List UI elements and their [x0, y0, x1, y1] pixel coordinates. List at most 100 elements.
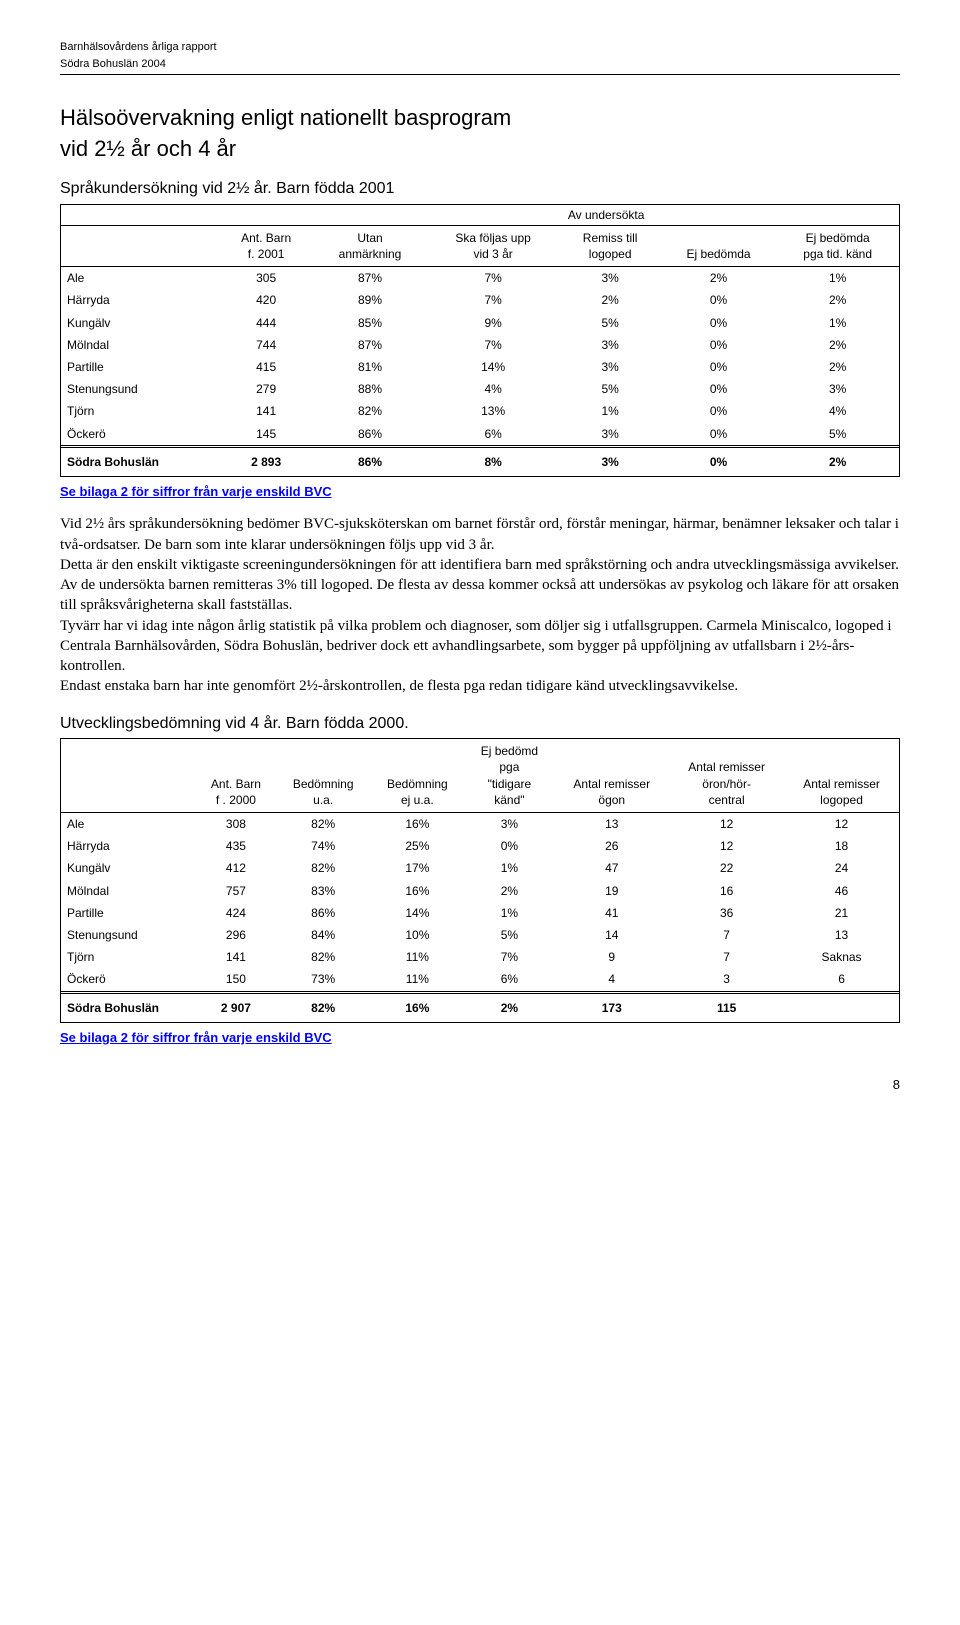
table1-cell: 3% — [560, 423, 661, 447]
header-rule — [60, 74, 900, 75]
doc-header-line1: Barnhälsovårdens årliga rapport — [60, 40, 900, 55]
table1-cell: 4% — [427, 378, 560, 400]
table2-total-cell: 82% — [276, 992, 370, 1022]
table1-col-4: Remiss tilllogoped — [560, 225, 661, 266]
table2-cell: 4 — [554, 968, 669, 992]
table2-cell: 19 — [554, 880, 669, 902]
table1-total: Södra Bohuslän2 89386%8%3%0%2% — [61, 446, 899, 476]
table1-toprow: Av undersökta — [61, 205, 899, 226]
table1-cell: 141 — [219, 400, 313, 422]
table2-cell: 424 — [196, 902, 276, 924]
table2-cell: 757 — [196, 880, 276, 902]
table2-cell: 412 — [196, 857, 276, 879]
body-paragraph: Vid 2½ års språkundersökning bedömer BVC… — [60, 514, 900, 555]
table1-total-cell: Södra Bohuslän — [61, 446, 219, 476]
table2-cell: 24 — [784, 857, 899, 879]
table2-total-cell: 173 — [554, 992, 669, 1022]
table1-row: Öckerö14586%6%3%0%5% — [61, 423, 899, 447]
table2-col-4: Ej bedömdpga"tidigarekänd" — [464, 739, 554, 812]
table2-cell: Kungälv — [61, 857, 196, 879]
table2-cell: 11% — [370, 968, 464, 992]
table1-cell: 305 — [219, 267, 313, 290]
table1-cell: 0% — [661, 289, 777, 311]
body-paragraph: Av de undersökta barnen remitteras 3% ti… — [60, 575, 900, 616]
table2-cell: 5% — [464, 924, 554, 946]
table2-cell: 14% — [370, 902, 464, 924]
table1-cell: 2% — [776, 356, 899, 378]
table1: Av undersökta Ant. Barnf. 2001Utananmärk… — [61, 205, 899, 476]
table1-cell: 7% — [427, 267, 560, 290]
table2-total-cell — [784, 992, 899, 1022]
page-number: 8 — [60, 1076, 900, 1094]
table1-cell: 87% — [313, 334, 426, 356]
table1-cell: 744 — [219, 334, 313, 356]
bilaga-link-2[interactable]: Se bilaga 2 för siffror från varje enski… — [60, 1029, 900, 1047]
table1-row: Ale30587%7%3%2%1% — [61, 267, 899, 290]
body-paragraph: Tyvärr har vi idag inte någon årlig stat… — [60, 616, 900, 677]
table2-total-cell: 16% — [370, 992, 464, 1022]
table1-cell: 13% — [427, 400, 560, 422]
table1-cell: 145 — [219, 423, 313, 447]
page-title-line2: vid 2½ år och 4 år — [60, 134, 900, 164]
table1-row: Stenungsund27988%4%5%0%3% — [61, 378, 899, 400]
table1-cell: Stenungsund — [61, 378, 219, 400]
table2-col-0 — [61, 739, 196, 812]
table2-cell: Stenungsund — [61, 924, 196, 946]
section1-title: Språkundersökning vid 2½ år. Barn födda … — [60, 178, 900, 200]
table1-col-2: Utananmärkning — [313, 225, 426, 266]
table1-row: Härryda42089%7%2%0%2% — [61, 289, 899, 311]
table1-cell: Öckerö — [61, 423, 219, 447]
table1-cell: 82% — [313, 400, 426, 422]
table1-av-undersokta: Av undersökta — [313, 205, 899, 226]
table2-cell: 16 — [669, 880, 784, 902]
table2-cell: 16% — [370, 813, 464, 836]
table1-cell: 3% — [560, 356, 661, 378]
table1-cell: 444 — [219, 312, 313, 334]
table2-cell: 141 — [196, 946, 276, 968]
table2-cell: 308 — [196, 813, 276, 836]
table2-cell: 46 — [784, 880, 899, 902]
table2-cell: 1% — [464, 902, 554, 924]
table1-cell: 0% — [661, 400, 777, 422]
doc-header-line2: Södra Bohuslän 2004 — [60, 57, 900, 72]
table1-total-cell: 0% — [661, 446, 777, 476]
table1-cell: 9% — [427, 312, 560, 334]
table1-col-0 — [61, 225, 219, 266]
table2-row: Partille42486%14%1%413621 — [61, 902, 899, 924]
table1-col-6: Ej bedömdapga tid. känd — [776, 225, 899, 266]
table1-cell: 5% — [560, 378, 661, 400]
table1-cell: 420 — [219, 289, 313, 311]
table2-col-3: Bedömningej u.a. — [370, 739, 464, 812]
table1-wrapper: Av undersökta Ant. Barnf. 2001Utananmärk… — [60, 204, 900, 477]
table2-cell: 21 — [784, 902, 899, 924]
table1-cell: 87% — [313, 267, 426, 290]
table1-cell: 0% — [661, 356, 777, 378]
table2-cell: 12 — [669, 813, 784, 836]
table1-total-cell: 3% — [560, 446, 661, 476]
table1-cell: 88% — [313, 378, 426, 400]
table2-cell: 82% — [276, 813, 370, 836]
table1-cell: 6% — [427, 423, 560, 447]
table1-row: Partille41581%14%3%0%2% — [61, 356, 899, 378]
table2-cell: 47 — [554, 857, 669, 879]
body-text: Vid 2½ års språkundersökning bedömer BVC… — [60, 514, 900, 696]
table1-cell: 81% — [313, 356, 426, 378]
table1-cell: Tjörn — [61, 400, 219, 422]
table2-cell: 1% — [464, 857, 554, 879]
table2-cell: Tjörn — [61, 946, 196, 968]
table1-total-cell: 2 893 — [219, 446, 313, 476]
table2-cell: 150 — [196, 968, 276, 992]
table2-cell: 83% — [276, 880, 370, 902]
bilaga-link-1[interactable]: Se bilaga 2 för siffror från varje enski… — [60, 483, 900, 501]
table1-cell: Kungälv — [61, 312, 219, 334]
table2-row: Kungälv41282%17%1%472224 — [61, 857, 899, 879]
table1-row: Kungälv44485%9%5%0%1% — [61, 312, 899, 334]
table2-cell: 6 — [784, 968, 899, 992]
table2-total: Södra Bohuslän2 90782%16%2%173115 — [61, 992, 899, 1022]
table2-cell: 82% — [276, 857, 370, 879]
table2-wrapper: Ant. Barnf . 2000Bedömningu.a.Bedömninge… — [60, 738, 900, 1022]
table2-col-1: Ant. Barnf . 2000 — [196, 739, 276, 812]
table1-row: Mölndal74487%7%3%0%2% — [61, 334, 899, 356]
table1-cell: 14% — [427, 356, 560, 378]
table2-cell: 84% — [276, 924, 370, 946]
